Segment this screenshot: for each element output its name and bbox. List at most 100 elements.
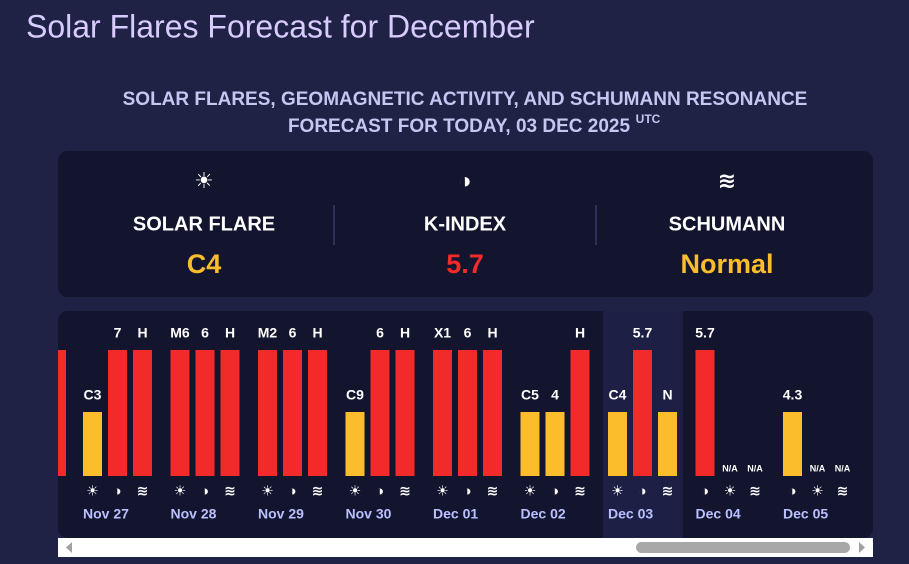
bar-label: C4 bbox=[609, 387, 627, 403]
bar bbox=[345, 412, 365, 476]
bar bbox=[658, 412, 677, 476]
summary-label: SCHUMANN bbox=[669, 213, 786, 235]
bar-label: N bbox=[662, 387, 672, 403]
bar bbox=[370, 350, 390, 476]
bar bbox=[483, 350, 502, 476]
scroll-right[interactable] bbox=[859, 542, 865, 553]
summary-label: SOLAR FLARE bbox=[133, 213, 275, 235]
summary-value: 5.7 bbox=[446, 249, 484, 279]
summary-value: C4 bbox=[187, 249, 222, 279]
bar bbox=[195, 350, 215, 476]
bar-label: 4.3 bbox=[783, 387, 803, 403]
day-date: Dec 04 bbox=[696, 506, 741, 522]
bar-icon: ≋ bbox=[837, 483, 849, 499]
bar bbox=[520, 412, 540, 476]
summary-icon: ◑ bbox=[458, 168, 471, 193]
bar-icon: ◑ bbox=[201, 483, 209, 499]
bar-icon: ☀ bbox=[524, 483, 537, 499]
bar-icon: ≋ bbox=[399, 483, 411, 499]
partial-bar bbox=[58, 350, 66, 476]
bar-icon: ☀ bbox=[261, 483, 274, 499]
bar-label: H bbox=[137, 325, 147, 341]
day-date: Dec 03 bbox=[608, 506, 653, 522]
summary-label: K-INDEX bbox=[424, 213, 507, 235]
bar-label: N/A bbox=[835, 463, 851, 473]
day-date: Nov 28 bbox=[171, 506, 217, 522]
bar bbox=[608, 412, 627, 476]
summary-card bbox=[58, 151, 873, 297]
bar bbox=[570, 350, 590, 476]
bar-icon: ≋ bbox=[487, 483, 499, 499]
bar-icon: ☀ bbox=[811, 483, 824, 499]
bar-label: 6 bbox=[289, 325, 297, 341]
bar-label: 7 bbox=[114, 325, 122, 341]
bar-label: 6 bbox=[376, 325, 384, 341]
bar bbox=[133, 350, 152, 476]
bar-icon: ≋ bbox=[662, 483, 674, 499]
bar-label: 5.7 bbox=[695, 325, 715, 341]
bar-label: N/A bbox=[722, 463, 738, 473]
bar-icon: ☀ bbox=[349, 483, 362, 499]
bar-icon: ◑ bbox=[788, 483, 796, 499]
summary-icon: ≋ bbox=[718, 168, 736, 193]
scroll-left[interactable] bbox=[66, 542, 72, 553]
bar-label: 6 bbox=[464, 325, 472, 341]
bar bbox=[433, 350, 452, 476]
day-date: Dec 02 bbox=[521, 506, 566, 522]
scroll-thumb[interactable] bbox=[636, 542, 850, 553]
bar-label: H bbox=[312, 325, 322, 341]
bar-icon: ≋ bbox=[574, 483, 586, 499]
bar-icon: ◑ bbox=[288, 483, 296, 499]
bar-label: X1 bbox=[434, 325, 451, 341]
bar bbox=[633, 350, 652, 476]
day-date: Dec 01 bbox=[433, 506, 478, 522]
bar bbox=[220, 350, 240, 476]
bar-icon: ☀ bbox=[174, 483, 187, 499]
bar-label: N/A bbox=[747, 463, 763, 473]
bar bbox=[283, 350, 302, 476]
bar bbox=[395, 350, 415, 476]
summary-value: Normal bbox=[680, 249, 773, 279]
bar bbox=[83, 412, 102, 476]
bar-icon: ◑ bbox=[113, 483, 121, 499]
bar bbox=[108, 350, 127, 476]
day-date: Nov 27 bbox=[83, 506, 129, 522]
bar-label: 5.7 bbox=[633, 325, 653, 341]
bar-icon: ≋ bbox=[749, 483, 761, 499]
bar-label: C5 bbox=[521, 387, 539, 403]
bar-icon: ◑ bbox=[701, 483, 709, 499]
bar bbox=[545, 412, 565, 476]
bar bbox=[170, 350, 190, 476]
bar-icon: ☀ bbox=[611, 483, 624, 499]
forecast-strip: C3 ☀ 7 ◑ H ≋ Nov 27 M6 ☀ 6 ◑ H ≋ Nov 28 M2 ☀ 6 ◑ H ≋ Nov 29 C… bbox=[58, 311, 873, 538]
bar bbox=[308, 350, 327, 476]
bar-label: 4 bbox=[551, 387, 559, 403]
bar-label: C9 bbox=[346, 387, 364, 403]
subtitle: SOLAR FLARES, GEOMAGNETIC ACTIVITY, AND … bbox=[123, 89, 808, 110]
bar-label: N/A bbox=[810, 463, 826, 473]
summary-icon: ☀ bbox=[194, 168, 214, 193]
bar bbox=[258, 350, 277, 476]
bar-icon: ◑ bbox=[463, 483, 471, 499]
bar-label: 6 bbox=[201, 325, 209, 341]
bar-icon: ◑ bbox=[376, 483, 384, 499]
bar bbox=[458, 350, 477, 476]
bar-label: H bbox=[575, 325, 585, 341]
bar-icon: ≋ bbox=[137, 483, 149, 499]
bar-label: H bbox=[225, 325, 235, 341]
page-title: Solar Flares Forecast for December bbox=[26, 8, 535, 44]
day-date: Nov 30 bbox=[346, 506, 392, 522]
bar-label: H bbox=[400, 325, 410, 341]
bar bbox=[695, 350, 715, 476]
bar-icon: ≋ bbox=[224, 483, 236, 499]
bar bbox=[783, 412, 802, 476]
bar-label: M6 bbox=[170, 325, 190, 341]
bar-icon: ◑ bbox=[551, 483, 559, 499]
subtitle: FORECAST FOR TODAY, 03 DEC 2025 bbox=[288, 116, 631, 137]
bar-icon: ◑ bbox=[638, 483, 646, 499]
day-date: Dec 05 bbox=[783, 506, 828, 522]
bar-icon: ☀ bbox=[86, 483, 99, 499]
bar-label: C3 bbox=[84, 387, 102, 403]
